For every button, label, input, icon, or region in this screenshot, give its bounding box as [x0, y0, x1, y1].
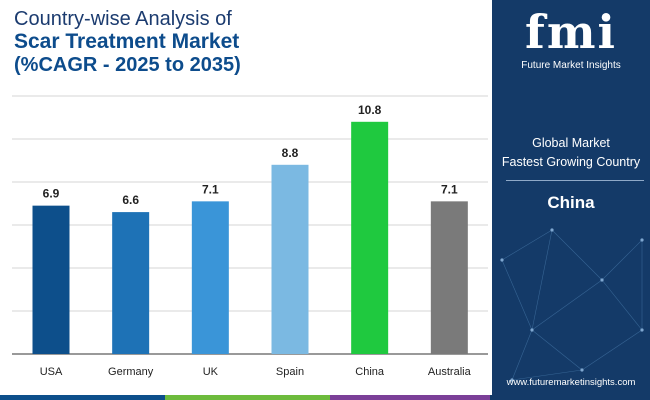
category-label-uk: UK [203, 366, 219, 378]
bar-chart: 6.9 USA 6.6 Germany 7.1 UK 8.8 Spain 10.8 China 7.… [12, 95, 488, 378]
title-line-1: Country-wise Analysis of [14, 8, 232, 30]
value-label-usa: 6.9 [43, 187, 60, 201]
logo-subtitle: Future Market Insights [521, 60, 621, 71]
panel-label-line-1: Global Market [532, 136, 610, 150]
bottom-bar-segment-blue [0, 395, 165, 400]
value-label-spain: 8.8 [282, 146, 299, 160]
category-label-germany: Germany [108, 366, 154, 378]
category-label-usa: USA [40, 366, 63, 378]
bar-spain [271, 164, 309, 354]
value-label-uk: 7.1 [202, 182, 219, 196]
side-panel: fmi Future Market Insights Global Market… [492, 0, 650, 400]
category-label-spain: Spain [276, 366, 304, 378]
fastest-country: China [547, 193, 595, 212]
website-url[interactable]: www.futuremarketinsights.com [506, 377, 636, 388]
bar-uk [191, 201, 229, 354]
value-label-china: 10.8 [358, 103, 382, 117]
bar-usa [32, 205, 70, 354]
title-line-2: Scar Treatment Market [14, 30, 240, 53]
category-label-australia: Australia [428, 366, 472, 378]
panel-divider [506, 180, 644, 181]
bar-china [351, 121, 389, 354]
title-line-3: (%CAGR - 2025 to 2035) [14, 54, 241, 76]
value-label-germany: 6.6 [122, 193, 139, 207]
bottom-bar-segment-purple [330, 395, 490, 400]
category-label-china: China [355, 366, 385, 378]
bar-australia [430, 201, 468, 354]
chart-title: Country-wise Analysis of Scar Treatment … [14, 8, 241, 76]
logo-mark: fmi [525, 5, 617, 59]
network-graphic [500, 228, 644, 382]
value-label-australia: 7.1 [441, 182, 458, 196]
panel-label-line-2: Fastest Growing Country [501, 155, 641, 169]
bottom-bar-segment-green [165, 395, 330, 400]
panel-label: Global Market Fastest Growing Country [492, 134, 650, 172]
fmi-logo: fmi Future Market Insights [492, 6, 650, 71]
bar-germany [112, 212, 150, 354]
